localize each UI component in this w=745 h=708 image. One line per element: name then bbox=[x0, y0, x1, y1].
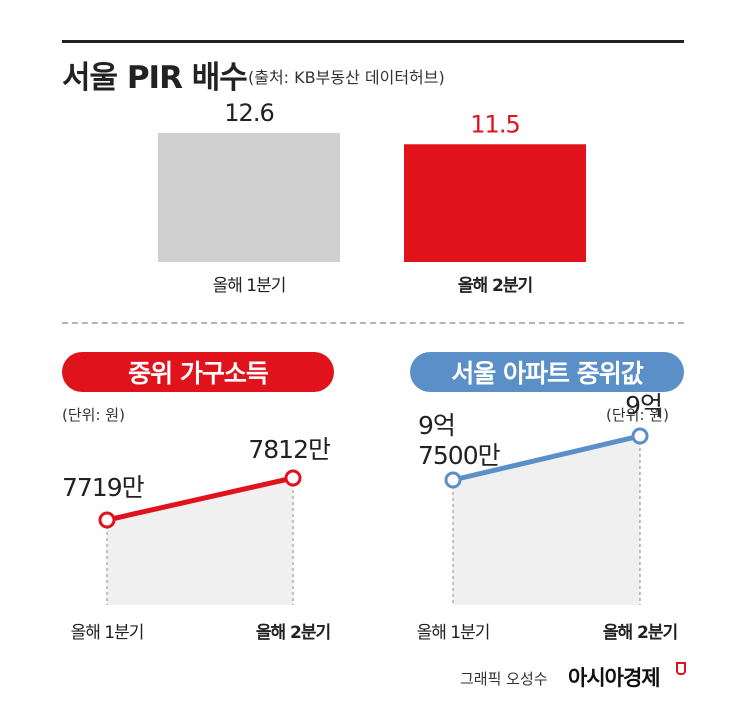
unit-label-left: (단위: 원) bbox=[62, 406, 125, 424]
unit-label-right: (단위: 원) bbox=[606, 406, 669, 424]
income-pill: 중위 가구소득 bbox=[62, 352, 334, 392]
bar-value-label-1: 12.6 bbox=[224, 99, 273, 127]
income-point-1 bbox=[98, 511, 116, 529]
bar-value-label-2: 11.5 bbox=[470, 110, 519, 138]
bar-2 bbox=[404, 144, 586, 262]
income-value-label-1: 7719만 bbox=[62, 473, 145, 502]
apartment-value-label-1-line-1: 9억 bbox=[418, 411, 455, 440]
publisher-logo: 아시아경제 bbox=[568, 666, 661, 690]
graphic-credit: 그래픽 오성수 bbox=[460, 670, 548, 688]
section-divider bbox=[62, 322, 684, 324]
apartment-category-label-2: 올해 2분기 bbox=[603, 623, 677, 643]
apartment-category-label-1: 올해 1분기 bbox=[417, 623, 490, 643]
income-value-label-2: 7812만 bbox=[248, 435, 331, 464]
apartment-pill: 서울 아파트 중위값 bbox=[410, 352, 684, 392]
apartment-line bbox=[452, 433, 641, 483]
income-category-label-2: 올해 2분기 bbox=[256, 623, 330, 643]
logo-mark-icon bbox=[676, 662, 686, 675]
apartment-value-label-1-line-2: 7500만 bbox=[418, 441, 501, 470]
apartment-area bbox=[453, 436, 640, 605]
apartment-value-label-2: 9억 bbox=[625, 391, 662, 420]
bar-category-label-1: 올해 1분기 bbox=[213, 276, 286, 296]
income-category-label-1: 올해 1분기 bbox=[71, 623, 144, 643]
income-point-2 bbox=[284, 469, 302, 487]
bar-1 bbox=[158, 133, 340, 262]
apartment-point-2 bbox=[631, 427, 649, 445]
top-rule bbox=[62, 40, 684, 43]
source-note: (출처: KB부동산 데이터허브) bbox=[248, 68, 445, 87]
income-line bbox=[106, 475, 294, 523]
apartment-point-1 bbox=[444, 471, 462, 489]
bar-category-label-2: 올해 2분기 bbox=[458, 276, 532, 296]
page-title: 서울 PIR 배수 bbox=[62, 60, 248, 96]
